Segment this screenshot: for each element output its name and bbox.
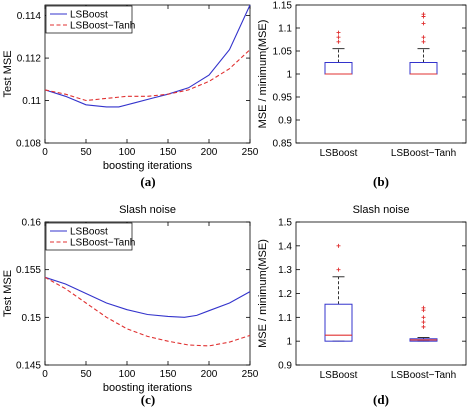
y-tick-label: 1.1 (278, 24, 292, 35)
series-line-lsboost-tanh (44, 49, 251, 102)
panel-caption: (a) (140, 174, 155, 189)
y-tick-label: 0.108 (16, 139, 41, 150)
y-tick-label: 0.9 (278, 116, 292, 127)
x-tick-label: 100 (119, 147, 136, 158)
x-tick-label: 0 (42, 147, 48, 158)
plot-frame (295, 221, 467, 366)
series-line-lsboost (44, 4, 251, 108)
iqr-box (409, 62, 438, 75)
y-tick-label: 0.85 (273, 139, 293, 150)
x-category-label: LSBoost−Tanh (391, 148, 456, 159)
outlier-marker (421, 39, 426, 44)
y-tick-label: 0.16 (22, 218, 42, 229)
y-tick-label: 1 (286, 337, 292, 348)
panel-caption: (c) (141, 392, 155, 407)
plot-frame (44, 221, 251, 366)
panel-caption: (d) (373, 392, 389, 407)
x-tick-label: 100 (119, 369, 136, 380)
panel-2: (b) MSE / minimum(MSE) 0.85 0.9 0.95 1 1.05 1.1… (257, 1, 467, 189)
legend-label: LSBoost−Tanh (70, 21, 135, 32)
plot-frame (295, 4, 467, 144)
chart-title: Slash noise (353, 204, 410, 216)
y-tick-label: 1.4 (278, 241, 292, 252)
x-axis-label: boosting iterations (103, 382, 193, 394)
y-tick-label: 1.15 (273, 1, 293, 12)
x-tick-label: 50 (80, 147, 92, 158)
x-tick-label: 250 (242, 147, 259, 158)
panel-1: (a) Test MSE 0.108 0.11 0.112 0.114 0 50 100 150 2… (2, 4, 259, 189)
legend-label: LSBoost (70, 227, 108, 238)
outlier-marker (336, 35, 341, 40)
iqr-box (324, 62, 353, 75)
y-tick-label: 1.3 (278, 265, 292, 276)
x-tick-label: 50 (80, 369, 92, 380)
x-category-label: LSBoost−Tanh (391, 370, 456, 381)
outlier-marker (336, 30, 341, 35)
y-tick-label: 0.145 (16, 361, 41, 372)
legend-box (45, 222, 133, 251)
x-tick-label: 200 (201, 147, 218, 158)
box-lsboost (324, 30, 353, 75)
outlier-marker (421, 35, 426, 40)
panel-4: (d) Slash noise MSE / minimum(MSE) 0.9 1 1.1 1… (257, 204, 467, 407)
outlier-marker (336, 39, 341, 44)
x-category-label: LSBoost (320, 148, 358, 159)
y-tick-label: 0.112 (17, 54, 42, 65)
y-tick-label: 0.114 (17, 11, 42, 22)
y-tick-label: 0.9 (278, 361, 292, 372)
iqr-box (324, 303, 353, 342)
box-lsboost-tanh (409, 305, 438, 342)
legend-box (45, 5, 133, 34)
y-axis-label: MSE / minimum(MSE) (257, 20, 269, 129)
y-tick-label: 1.05 (273, 47, 293, 58)
x-tick-label: 0 (42, 369, 48, 380)
outlier-marker (421, 324, 426, 329)
legend-label: LSBoost−Tanh (70, 238, 135, 249)
y-tick-label: 1.5 (278, 218, 292, 229)
plot-frame (44, 4, 251, 144)
legend-label: LSBoost (70, 10, 108, 21)
x-axis-label: boosting iterations (103, 160, 193, 172)
y-tick-label: 0.95 (273, 93, 293, 104)
outlier-marker (336, 243, 341, 248)
x-category-label: LSBoost (320, 370, 358, 381)
outlier-marker (336, 267, 341, 272)
outlier-marker (421, 12, 426, 17)
x-tick-label: 150 (160, 147, 177, 158)
y-axis-label: MSE / minimum(MSE) (257, 239, 269, 348)
box-lsboost-tanh (409, 12, 438, 75)
panel-3: (c) Slash noise Test MSE 0.145 0.15 0.155 0.16… (2, 204, 259, 407)
y-tick-label: 1.1 (278, 313, 292, 324)
box-lsboost (324, 243, 353, 342)
chart-title: Slash noise (119, 204, 176, 216)
outlier-marker (421, 320, 426, 325)
x-tick-label: 150 (160, 369, 177, 380)
outlier-marker (421, 315, 426, 320)
outlier-marker (421, 305, 426, 310)
y-tick-label: 0.15 (22, 313, 42, 324)
y-tick-label: 0.11 (22, 96, 41, 107)
y-axis-label: Test MSE (2, 270, 14, 317)
y-tick-label: 0.155 (16, 265, 41, 276)
panel-caption: (b) (373, 174, 389, 189)
x-tick-label: 200 (201, 369, 218, 380)
series-line-lsboost (44, 276, 251, 318)
outlier-marker (421, 21, 426, 26)
x-tick-label: 250 (242, 369, 259, 380)
y-tick-label: 1.2 (278, 289, 292, 300)
y-tick-label: 1 (286, 70, 292, 81)
y-axis-label: Test MSE (2, 50, 14, 97)
series-line-lsboost-tanh (44, 276, 251, 347)
